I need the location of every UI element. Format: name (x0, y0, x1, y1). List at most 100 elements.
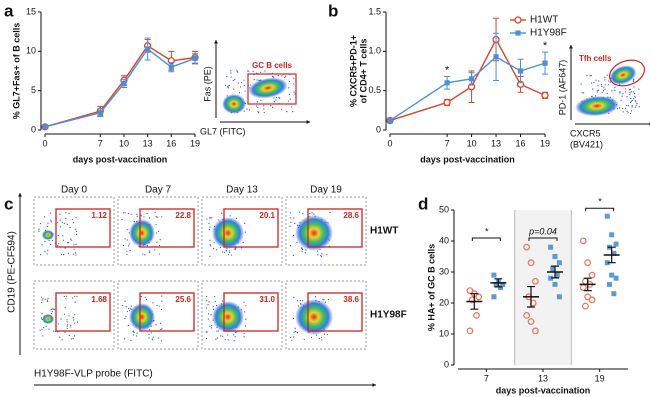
event-dot (206, 218, 208, 220)
event-dot (233, 340, 235, 342)
event-dot (156, 241, 158, 243)
event-dot (74, 314, 76, 316)
event-dot (159, 322, 162, 324)
event-dot (121, 304, 123, 307)
density (42, 230, 54, 240)
event-dot (246, 108, 248, 110)
marker (444, 80, 450, 86)
column-label: Day 7 (145, 185, 172, 196)
event-dot (161, 295, 163, 297)
event-dot (210, 245, 212, 247)
gate (247, 73, 297, 105)
event-dot (635, 106, 637, 108)
y-tick-label: 5 (31, 85, 36, 95)
event-dot (604, 84, 606, 86)
event-dot (75, 216, 77, 218)
event-dot (68, 212, 70, 214)
x-tick-label: 10 (119, 138, 129, 148)
event-dot (281, 75, 283, 77)
event-dot (124, 300, 126, 302)
event-dot (149, 251, 151, 254)
event-dot (245, 325, 247, 327)
event-dot (591, 88, 594, 90)
event-dot (629, 94, 631, 96)
gate (139, 208, 195, 248)
event-dot (604, 76, 606, 78)
density (212, 217, 244, 249)
gate (55, 292, 111, 332)
event-dot (151, 338, 153, 340)
event-dot (44, 240, 46, 243)
plot-frame (117, 280, 199, 350)
event-dot (228, 250, 230, 252)
event-dot (130, 305, 132, 307)
event-dot (152, 302, 154, 304)
event-dot (326, 254, 328, 256)
density (575, 95, 619, 117)
dot (604, 260, 610, 266)
event-dot (292, 317, 295, 320)
event-dot (631, 99, 634, 101)
event-dot (224, 84, 227, 87)
event-dot (327, 298, 329, 301)
event-dot (609, 81, 611, 83)
event-dot (601, 92, 603, 94)
event-dot (602, 90, 605, 92)
event-dot (626, 104, 628, 106)
event-dot (41, 244, 43, 246)
dot (473, 312, 480, 319)
event-dot (635, 104, 637, 106)
marker (493, 54, 499, 60)
arrow-head (306, 120, 310, 124)
event-dot (235, 217, 238, 219)
event-dot (76, 321, 79, 323)
event-dot (63, 295, 65, 298)
plot-frame (33, 196, 115, 266)
dot (613, 275, 619, 281)
dot (550, 266, 556, 272)
event-dot (48, 328, 50, 330)
marker (542, 60, 548, 66)
x-tick-label: 0 (42, 138, 47, 148)
event-dot (210, 327, 213, 329)
event-dot (155, 224, 157, 226)
event-dot (310, 336, 313, 339)
marker (468, 76, 475, 82)
event-dot (627, 105, 630, 107)
event-dot (243, 84, 245, 87)
event-dot (214, 295, 216, 298)
event-dot (285, 75, 287, 77)
event-dot (136, 215, 138, 217)
event-dot (243, 79, 245, 81)
event-dot (73, 335, 76, 337)
gate (608, 59, 646, 87)
event-dot (216, 337, 219, 339)
event-dot (68, 334, 71, 336)
event-dot (229, 84, 231, 86)
event-dot (292, 254, 294, 257)
event-dot (222, 335, 224, 337)
event-dot (245, 318, 247, 320)
event-dot (59, 213, 61, 215)
event-dot (43, 216, 46, 218)
event-dot (74, 252, 77, 254)
density (42, 314, 54, 324)
event-dot (278, 96, 280, 99)
event-dot (72, 337, 74, 340)
event-dot (244, 90, 246, 92)
event-dot (60, 318, 62, 320)
event-dot (288, 87, 290, 89)
event-dot (597, 85, 599, 87)
event-dot (136, 332, 138, 334)
event-dot (42, 335, 44, 337)
event-dot (44, 251, 46, 253)
x-tick-label: 19 (595, 373, 605, 383)
event-dot (206, 307, 208, 309)
event-dot (299, 299, 301, 302)
row-label: H1Y98F (370, 310, 407, 321)
event-dot (122, 244, 125, 247)
event-dot (228, 253, 230, 256)
event-dot (634, 99, 636, 102)
event-dot (223, 251, 226, 253)
event-dot (38, 230, 40, 232)
